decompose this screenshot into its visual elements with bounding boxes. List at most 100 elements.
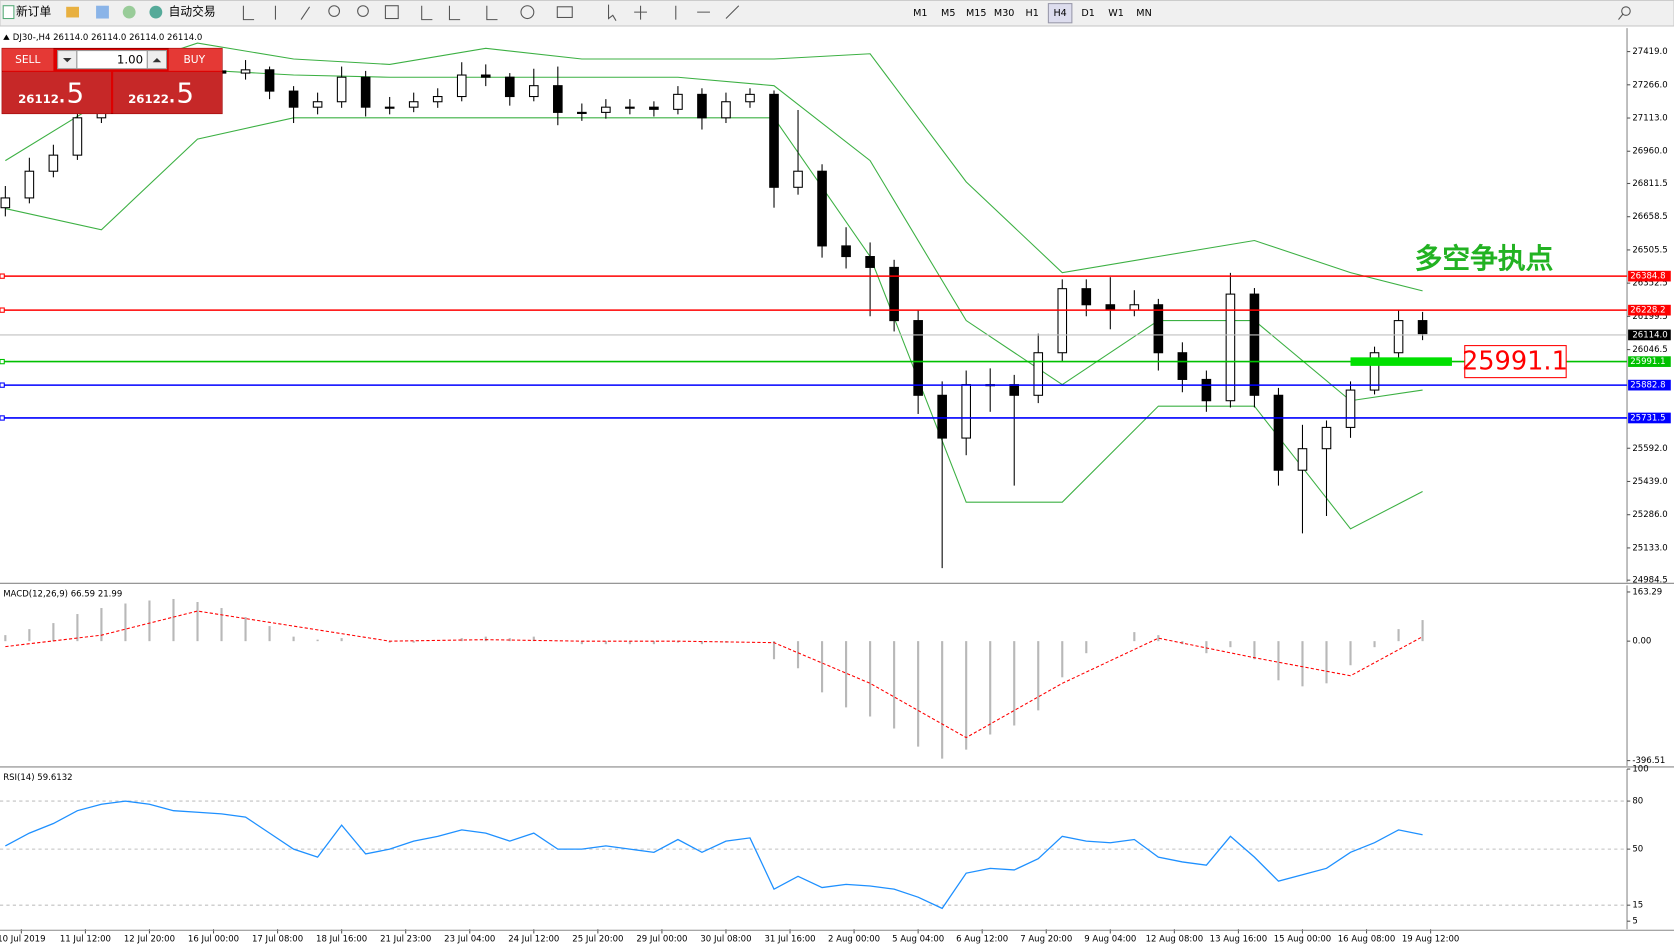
highlight-bar	[1350, 357, 1452, 366]
timeframe-button[interactable]: H1	[1025, 8, 1038, 19]
icon	[62, 58, 72, 63]
auto-trading-button[interactable]: 自动交易	[169, 5, 216, 19]
y-tick-label: 26811.5	[1632, 179, 1667, 189]
timeframe-button[interactable]: M1	[913, 8, 927, 19]
level-handle	[0, 273, 5, 279]
x-tick-label: 18 Jul 16:00	[316, 934, 367, 944]
buy-label[interactable]: BUY	[183, 53, 205, 66]
highlight-box	[1464, 345, 1567, 379]
y-tick-label: 26658.5	[1632, 212, 1667, 222]
chart-header: DJ30-,H4 26114.0 26114.0 26114.0 26114.0	[3, 33, 202, 43]
icon	[96, 5, 109, 19]
y-tick-label: 25592.0	[1632, 444, 1667, 454]
y-tick-label: 163.29	[1632, 587, 1662, 597]
y-tick-label: 100	[1632, 765, 1648, 775]
y-tick-label: 25133.0	[1632, 543, 1667, 553]
annotation: 多空争执点	[1415, 242, 1554, 275]
level-handle	[0, 415, 5, 421]
x-tick-label: 12 Aug 08:00	[1146, 934, 1204, 944]
sell-price-main[interactable]: 26112	[18, 92, 59, 106]
candle-body	[769, 93, 779, 188]
icon	[520, 5, 535, 20]
icon	[122, 5, 136, 19]
icon	[421, 5, 740, 21]
level-handle	[0, 382, 5, 388]
icon	[357, 5, 369, 17]
level-handle	[0, 307, 5, 313]
timeframe-button[interactable]: MN	[1136, 8, 1151, 19]
level-label: 26384.8	[1630, 272, 1665, 282]
y-tick-label: 24984.5	[1632, 576, 1667, 586]
highlight-label: 25991.1	[1462, 347, 1568, 377]
sell-price-tail[interactable]: .5	[58, 76, 84, 109]
x-tick-label: 12 Jul 20:00	[124, 934, 175, 944]
icon	[607, 4, 617, 21]
buy-price-tail[interactable]: .5	[168, 76, 194, 109]
plots: 27419.0 27266.0 27113.0 26960.0 26811.5 26658…	[0, 28, 1674, 944]
timeframe-button[interactable]: M5	[941, 8, 955, 19]
tool-icons	[242, 4, 1631, 21]
y-tick-label: 27419.0	[1632, 47, 1667, 57]
candle-body	[1033, 352, 1044, 396]
icon	[328, 5, 341, 17]
level-tag	[1628, 356, 1671, 367]
candle-body	[697, 93, 707, 119]
x-tick-label: 29 Jul 00:00	[636, 934, 687, 944]
timeframe-button[interactable]: W1	[1108, 8, 1124, 19]
sell-label[interactable]: SELL	[15, 53, 40, 66]
candle-body	[1273, 394, 1284, 471]
y-tick-label: 27266.0	[1632, 80, 1667, 90]
timeframe-button[interactable]: D1	[1081, 8, 1095, 19]
candle-body	[841, 245, 851, 258]
candle-body	[1081, 288, 1092, 306]
x-tick-label: 7 Aug 20:00	[1020, 934, 1072, 944]
buy-price-main[interactable]: 26122	[128, 92, 169, 106]
x-tick-label: 23 Jul 04:00	[444, 934, 495, 944]
candle-body	[432, 95, 443, 103]
candle-body	[673, 93, 683, 110]
y-tick-label: 25439.0	[1632, 477, 1667, 487]
buy-button[interactable]	[168, 48, 223, 71]
y-tick-label: 50	[1632, 845, 1643, 855]
x-tick-label: 31 Jul 16:00	[764, 934, 815, 944]
level-label: 25731.5	[1630, 413, 1665, 423]
y-tick-label: 26960.0	[1632, 147, 1667, 157]
candle-body	[240, 69, 251, 74]
candle-body	[288, 90, 299, 108]
candle-body	[1129, 304, 1140, 311]
x-tick-label: 16 Aug 08:00	[1338, 934, 1396, 944]
candle-body	[360, 76, 371, 108]
timeframe-button[interactable]: M30	[994, 8, 1015, 19]
candle-body	[1393, 320, 1404, 354]
new-order-button[interactable]: 新订单	[16, 5, 51, 19]
toolbar-bg	[0, 0, 1674, 27]
candle-body	[865, 256, 875, 268]
candle-body	[1417, 320, 1428, 335]
candle-body	[625, 106, 635, 109]
buy-price-box[interactable]	[113, 71, 223, 114]
x-tick-label: 30 Jul 08:00	[700, 934, 751, 944]
timeframe-button[interactable]: H4	[1053, 8, 1066, 19]
icon	[66, 6, 80, 18]
x-tick-label: 5 Aug 04:00	[892, 934, 944, 944]
timeframe-button[interactable]: M15	[966, 8, 987, 19]
candle-body	[528, 85, 539, 98]
sell-price-box[interactable]	[2, 71, 112, 114]
lots-value[interactable]: 1.00	[117, 53, 143, 67]
candle-body	[24, 170, 35, 199]
level-tag	[1628, 270, 1671, 282]
icon	[1618, 13, 1624, 20]
candle-body	[601, 106, 611, 113]
icon	[556, 6, 573, 18]
x-tick-label: 21 Jul 23:00	[380, 934, 431, 944]
candle-body	[1369, 352, 1380, 391]
candle-body	[649, 106, 659, 110]
x-tick-label: 19 Aug 12:00	[1402, 934, 1460, 944]
bollinger-upper	[5, 42, 1423, 292]
sell-button[interactable]	[2, 48, 54, 71]
candle-body	[1345, 389, 1356, 428]
icon	[2, 5, 15, 20]
y-tick-label: 26352.5	[1632, 279, 1667, 289]
